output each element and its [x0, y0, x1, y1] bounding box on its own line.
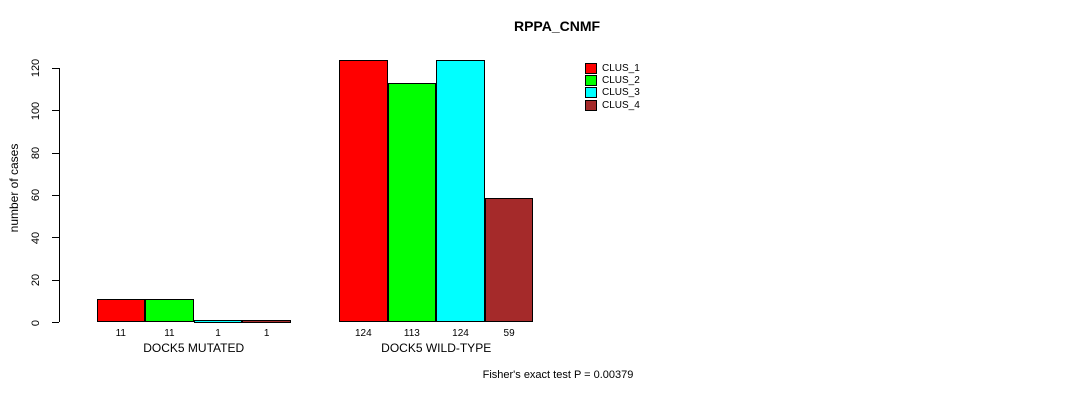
y-tick-label: 100 — [30, 101, 42, 121]
bar-value-label: 11 — [164, 328, 175, 339]
legend-label: CLUS_2 — [602, 75, 640, 87]
bar-value-label: 113 — [403, 328, 420, 339]
bar-clus_2 — [145, 299, 194, 323]
legend-swatch — [585, 75, 597, 87]
y-tick-label: 0 — [30, 319, 42, 326]
legend-swatch — [585, 87, 597, 99]
bar-value-label: 1 — [215, 328, 221, 339]
bar-value-label: 1 — [263, 328, 270, 339]
y-axis-line — [59, 68, 60, 323]
legend-item: CLUS_1 — [585, 62, 640, 74]
y-tick-mark — [52, 322, 59, 323]
legend: CLUS_1 CLUS_2 CLUS_3 CLUS_4 — [585, 62, 640, 112]
y-tick-label: 20 — [30, 274, 42, 287]
legend-label: CLUS_1 — [602, 62, 640, 74]
bar-value-label: 124 — [354, 328, 372, 339]
y-tick-mark — [52, 237, 59, 239]
y-tick-label: 80 — [30, 147, 42, 160]
y-tick-mark — [52, 110, 59, 112]
bar-value-label: 124 — [452, 328, 469, 339]
y-axis-label: number of cases — [7, 143, 21, 233]
bar-clus_1 — [339, 60, 388, 323]
bar-clus_2 — [387, 83, 437, 323]
legend-item: CLUS_4 — [585, 99, 640, 111]
bar-clus_4 — [242, 319, 291, 323]
y-tick-mark — [52, 67, 59, 69]
legend-swatch — [585, 62, 597, 74]
bar-value-label: 59 — [503, 328, 515, 339]
y-tick-label: 40 — [30, 231, 42, 244]
y-tick-label: 120 — [30, 59, 42, 78]
chart-title: RPPA_CNMF — [513, 18, 601, 34]
legend-item: CLUS_3 — [585, 87, 640, 99]
y-tick-mark — [52, 152, 59, 154]
group-label: DOCK5 MUTATED — [143, 341, 245, 355]
bar-value-label: 11 — [115, 328, 126, 339]
fisher-test-annotation: Fisher's exact test P = 0.00379 — [482, 369, 634, 381]
legend-swatch — [585, 99, 597, 111]
group-label: DOCK5 WILD-TYPE — [381, 341, 492, 355]
y-tick-label: 60 — [30, 189, 42, 202]
y-tick-mark — [52, 194, 59, 196]
bar-clus_1 — [96, 299, 146, 323]
legend-label: CLUS_3 — [602, 87, 640, 99]
legend-label: CLUS_4 — [602, 99, 640, 111]
bar-clus_3 — [436, 60, 485, 323]
bar-clus_4 — [484, 197, 534, 323]
legend-item: CLUS_2 — [585, 74, 640, 87]
bar-clus_3 — [193, 319, 243, 323]
y-tick-mark — [52, 279, 59, 281]
